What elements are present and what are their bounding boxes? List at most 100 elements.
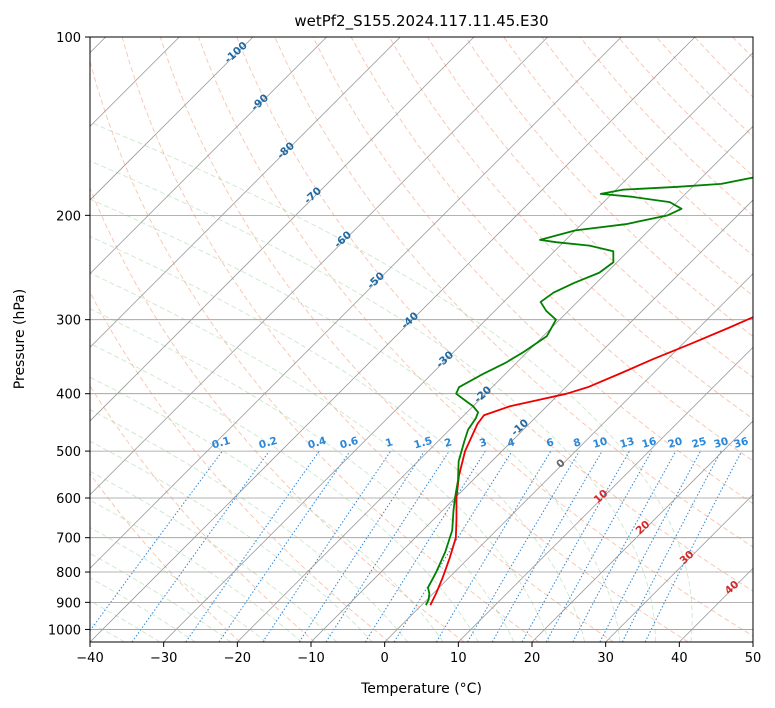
mixing-ratio-line bbox=[298, 450, 425, 642]
x-tick-label: −30 bbox=[150, 651, 177, 666]
mixing-ratio-line bbox=[599, 450, 701, 642]
y-axis: 100 200 300 400 500 600 700 800 900 1000 bbox=[48, 31, 90, 638]
isotherm bbox=[237, 125, 753, 642]
mixing-ratio-label: 1.5 bbox=[413, 435, 434, 452]
y-tick-label: 900 bbox=[56, 596, 81, 611]
mixing-ratio-label: 16 bbox=[640, 435, 657, 451]
mixing-ratio-line bbox=[262, 450, 392, 642]
mixing-ratio-label: 10 bbox=[591, 435, 608, 451]
isotherm bbox=[90, 37, 622, 569]
isotherm bbox=[90, 37, 327, 275]
mixing-ratio-line bbox=[131, 450, 270, 642]
moist-adiabat bbox=[90, 409, 408, 642]
mixing-ratio-line bbox=[621, 450, 722, 642]
moist-adiabat bbox=[90, 552, 231, 642]
moist-adiabat bbox=[90, 470, 338, 642]
dry-adiabat bbox=[90, 187, 465, 642]
y-tick-label: 800 bbox=[56, 566, 81, 581]
isotherm bbox=[310, 199, 753, 642]
dry-adiabat bbox=[159, 37, 689, 642]
y-tick-label: 400 bbox=[56, 388, 81, 403]
moist-adiabat bbox=[90, 343, 479, 642]
moist-adiabat bbox=[90, 440, 373, 642]
x-tick-label: 50 bbox=[745, 651, 762, 666]
mixing-ratio-label: 4 bbox=[506, 436, 516, 450]
isotherm bbox=[90, 37, 548, 496]
mixing-ratio-line bbox=[325, 450, 450, 642]
x-axis: −40 −30 −20 −10 0 10 20 30 40 50 bbox=[76, 642, 761, 666]
mixing-ratio-line bbox=[185, 450, 320, 642]
mixing-ratio-label: 0.4 bbox=[307, 435, 328, 452]
mixing-ratio-line bbox=[572, 450, 677, 642]
y-tick-label: 100 bbox=[56, 31, 81, 46]
mixing-ratio-label: 0.1 bbox=[211, 435, 232, 452]
x-tick-label: −20 bbox=[224, 651, 251, 666]
moist-adiabat bbox=[90, 236, 586, 642]
isotherm bbox=[458, 346, 753, 642]
isotherm bbox=[163, 52, 753, 642]
mixing-ratio-label: 13 bbox=[618, 435, 635, 451]
mixing-ratio-label: 0.2 bbox=[258, 435, 279, 452]
x-tick-label: −10 bbox=[297, 651, 324, 666]
x-tick-label: 0 bbox=[381, 651, 389, 666]
dry-adiabat bbox=[198, 37, 753, 637]
mixing-ratio-label: 6 bbox=[545, 436, 555, 450]
mixing-ratio-line bbox=[545, 450, 653, 642]
mixing-ratio-label: 2 bbox=[443, 436, 453, 450]
mixing-ratio-line bbox=[218, 450, 351, 642]
mixing-ratio-label: 36 bbox=[732, 435, 749, 451]
y-tick-label: 1000 bbox=[48, 623, 81, 638]
dry-adiabat bbox=[427, 37, 753, 378]
y-tick-label: 300 bbox=[56, 314, 81, 329]
dry-adiabat bbox=[350, 37, 753, 462]
isotherm bbox=[531, 420, 753, 642]
y-tick-label: 600 bbox=[56, 492, 81, 507]
mixing-ratio-line bbox=[364, 450, 486, 642]
chart-title: wetPf2_S155.2024.117.11.45.E30 bbox=[294, 12, 548, 31]
dry-adiabat bbox=[90, 472, 241, 642]
mixing-ratio-line bbox=[521, 450, 630, 642]
plot-frame bbox=[89, 36, 754, 643]
x-axis-label: Temperature (°C) bbox=[360, 681, 482, 697]
series-line-2 bbox=[425, 176, 753, 606]
moist-adiabat bbox=[90, 499, 302, 642]
isotherm bbox=[605, 494, 753, 642]
mixing-ratio-line bbox=[90, 450, 223, 632]
mixing-ratio-label: 0.6 bbox=[339, 435, 360, 452]
grid-lines bbox=[90, 37, 753, 642]
mixing-ratio-label: 30 bbox=[712, 435, 729, 451]
series-line-1 bbox=[429, 316, 753, 606]
x-tick-label: 20 bbox=[524, 651, 541, 666]
mixing-ratio-line bbox=[435, 450, 552, 642]
mixing-ratio-line bbox=[644, 450, 743, 642]
isotherm bbox=[90, 37, 254, 201]
dry-adiabat bbox=[90, 291, 390, 642]
moist-adiabat bbox=[90, 198, 621, 642]
dry-adiabat bbox=[90, 384, 315, 642]
y-tick-label: 200 bbox=[56, 209, 81, 224]
dry-adiabat bbox=[503, 37, 753, 297]
isotherm bbox=[90, 37, 696, 642]
dry-adiabat bbox=[121, 37, 614, 642]
dry-adiabat bbox=[274, 37, 753, 548]
moist-adiabat bbox=[90, 121, 693, 642]
moist-adiabat bbox=[90, 308, 515, 642]
x-tick-label: −40 bbox=[76, 651, 103, 666]
mixing-ratio-label: 25 bbox=[690, 435, 707, 451]
mixing-ratio-label: 20 bbox=[666, 435, 683, 451]
mixing-ratio-label: 8 bbox=[572, 436, 582, 450]
isotherm bbox=[90, 37, 475, 422]
moist-adiabat bbox=[90, 376, 444, 642]
moist-adiabat bbox=[90, 160, 656, 642]
y-tick-label: 500 bbox=[56, 445, 81, 460]
y-axis-label: Pressure (hPa) bbox=[12, 289, 28, 389]
x-tick-label: 40 bbox=[671, 651, 688, 666]
mixing-ratio-label: 3 bbox=[478, 436, 488, 450]
isotherm bbox=[90, 37, 401, 348]
x-tick-label: 30 bbox=[597, 651, 614, 666]
x-tick-label: 10 bbox=[450, 651, 467, 666]
dry-adiabat bbox=[236, 37, 753, 592]
dry-adiabat bbox=[90, 59, 540, 642]
isotherm bbox=[384, 273, 753, 642]
y-tick-label: 700 bbox=[56, 532, 81, 547]
